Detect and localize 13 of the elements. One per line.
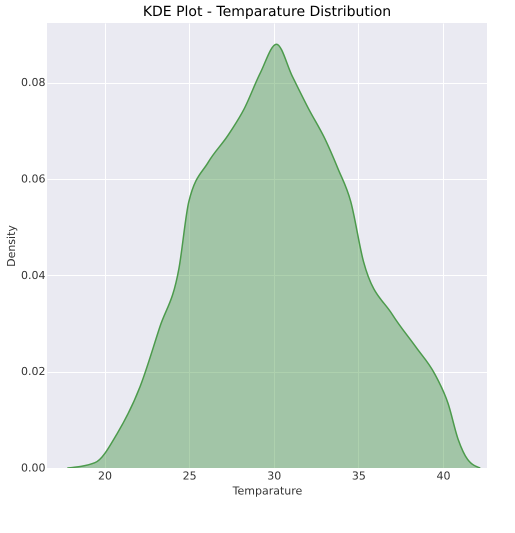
x-tick-label: 40 — [436, 470, 450, 482]
x-axis-title: Temparature — [232, 484, 303, 498]
y-tick-label: 0.00 — [21, 462, 46, 474]
x-tick-label: 25 — [182, 470, 197, 482]
y-tick-label: 0.04 — [21, 268, 46, 282]
y-axis-title: Density — [5, 224, 18, 267]
y-tick-label: 0.08 — [21, 76, 46, 90]
y-tick-label: 0.06 — [21, 172, 46, 186]
x-tick-label: 35 — [352, 470, 366, 482]
x-tick-label: 30 — [267, 470, 282, 482]
chart-title: KDE Plot - Temparature Distribution — [142, 4, 392, 20]
y-tick-label: 0.02 — [21, 365, 46, 378]
x-tick-label: 20 — [98, 470, 112, 482]
